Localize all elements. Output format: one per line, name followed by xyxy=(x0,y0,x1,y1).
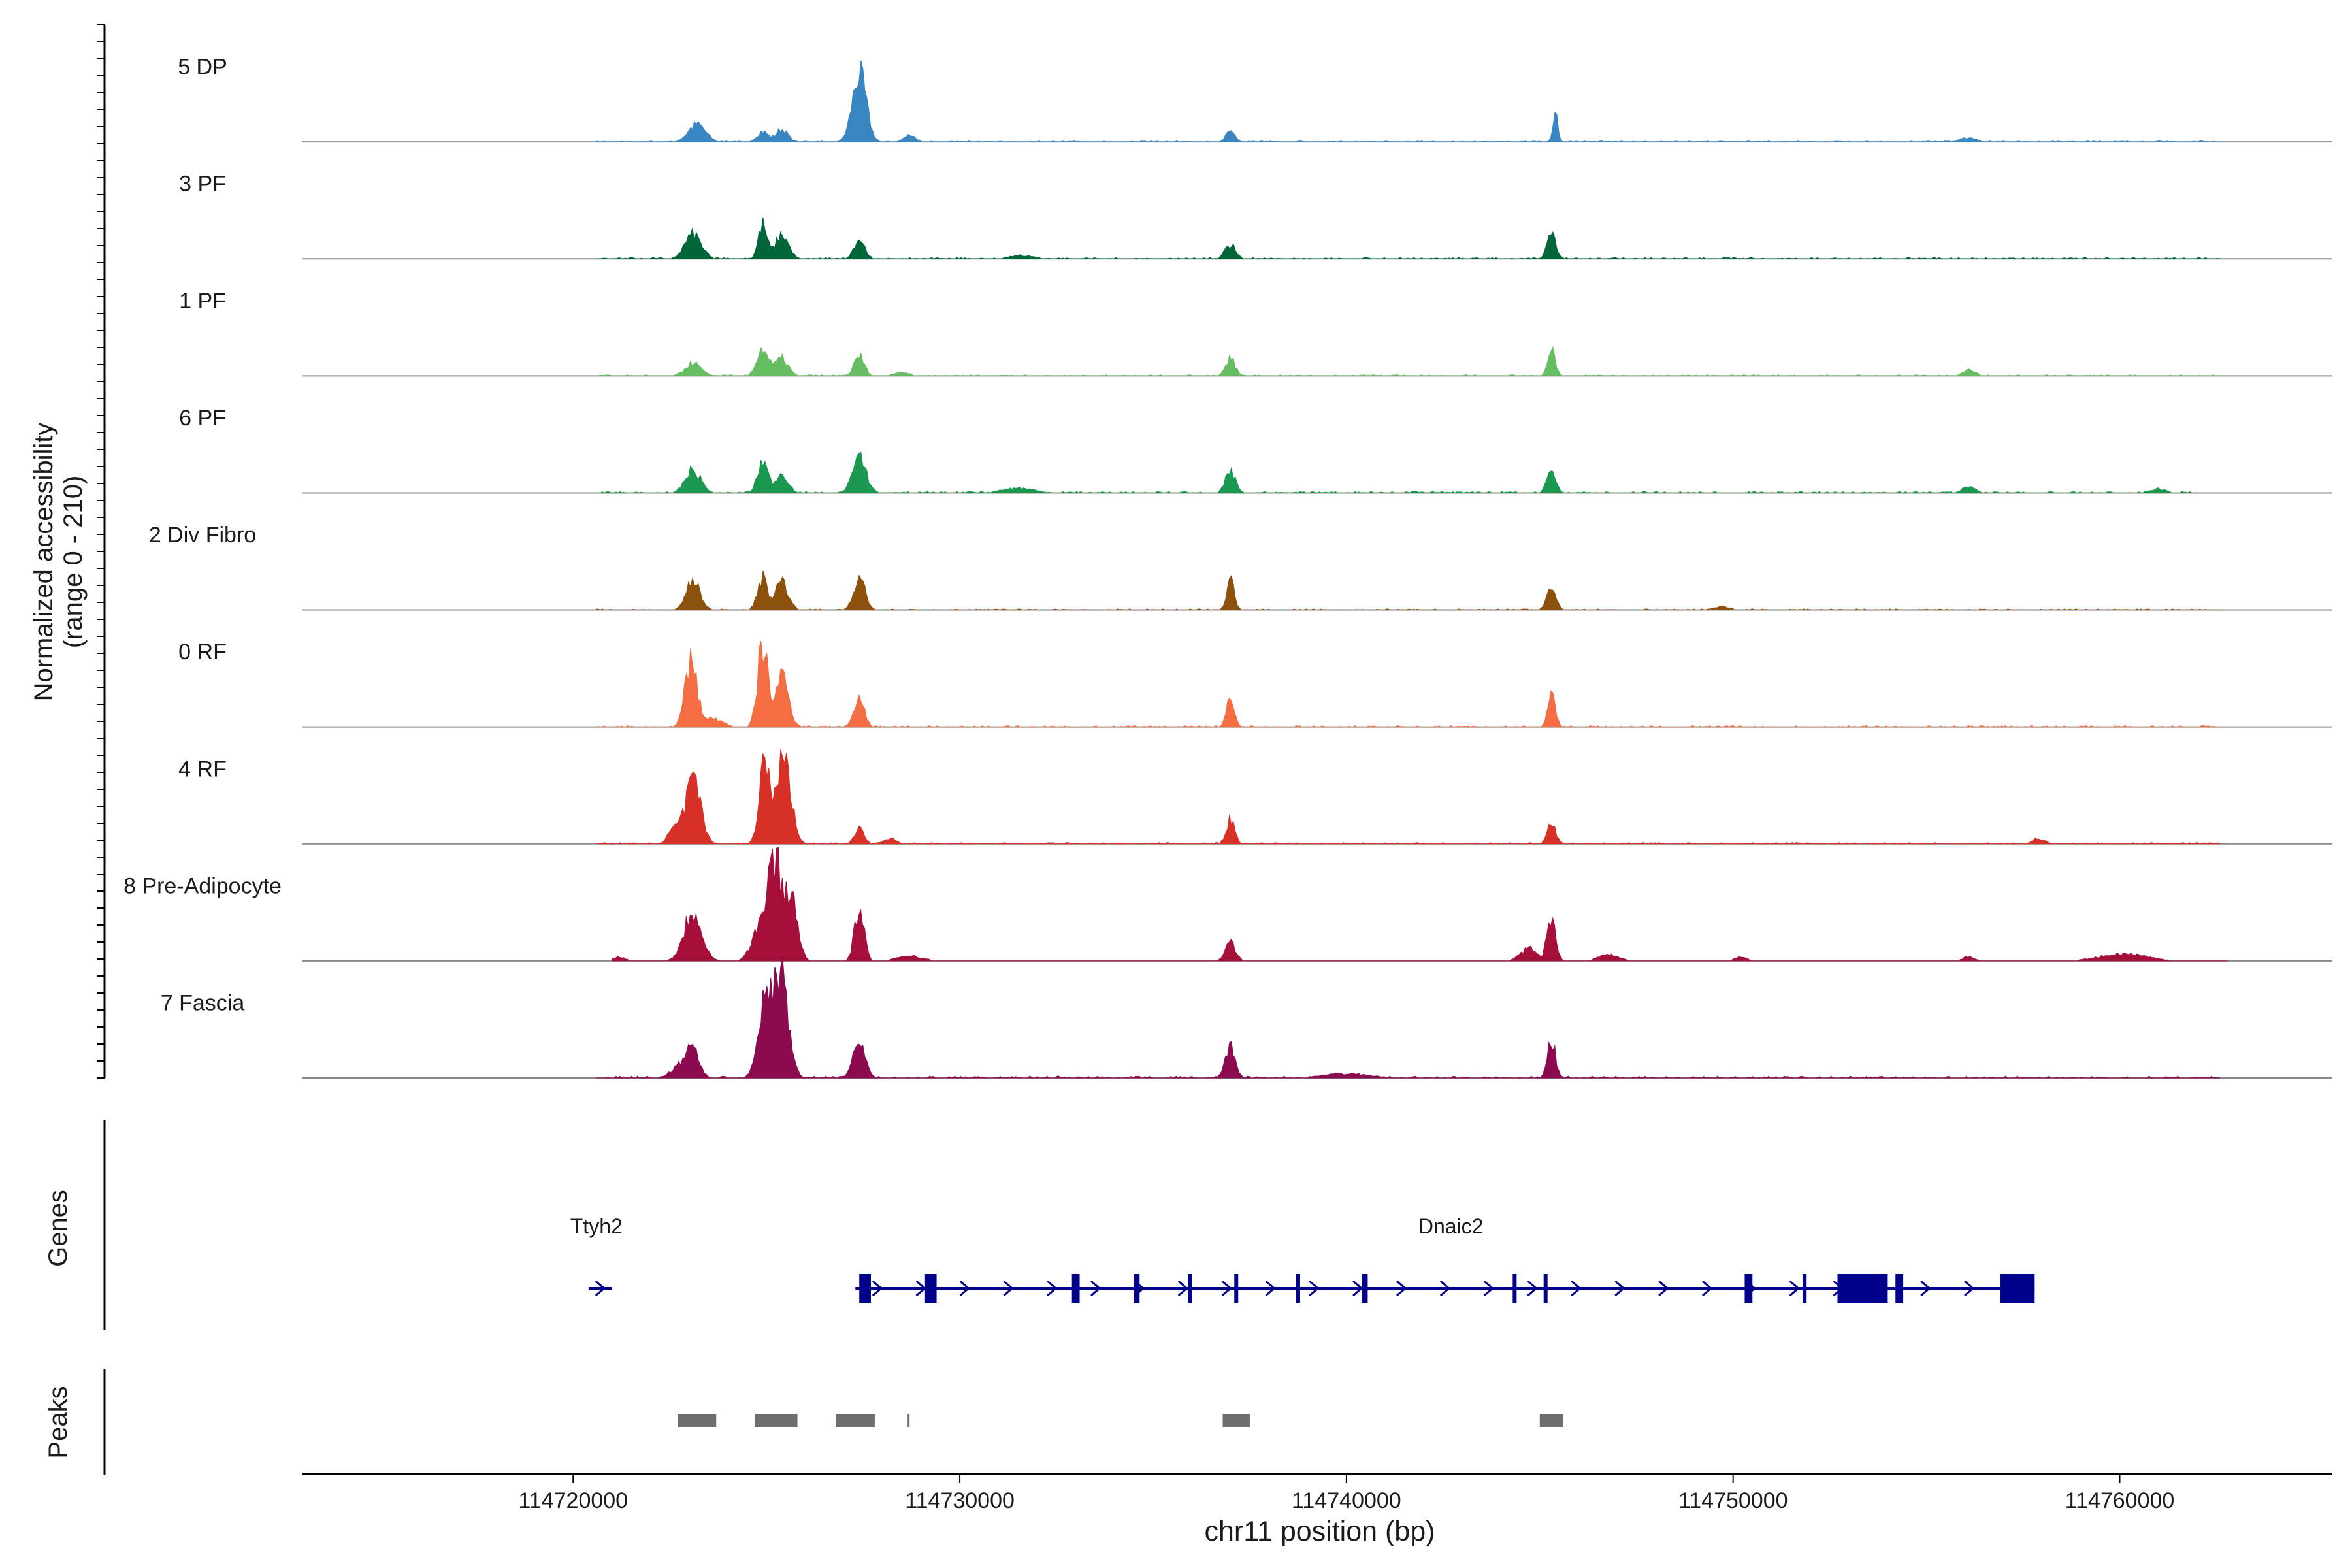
y-axis-range-label: (range 0 - 210) xyxy=(59,476,88,649)
strand-arrow xyxy=(1964,1280,1975,1297)
y-axis-label: Normalized accessibility xyxy=(29,423,58,702)
strand-arrow xyxy=(1047,1280,1058,1297)
x-tick-label: 114750000 xyxy=(1678,1488,1788,1513)
track-label: 6 PF xyxy=(179,406,226,431)
strand-arrow xyxy=(1309,1280,1320,1297)
exon xyxy=(1296,1274,1300,1303)
x-tick-label: 114720000 xyxy=(518,1488,628,1513)
strand-arrow xyxy=(915,1280,926,1297)
genes-track-label: Genes xyxy=(44,1190,73,1267)
exon xyxy=(1188,1274,1192,1303)
strand-arrow xyxy=(959,1280,970,1297)
peak-region xyxy=(1222,1414,1250,1427)
coverage-area xyxy=(596,60,2221,142)
strand-arrow xyxy=(1789,1280,1800,1297)
strand-arrow xyxy=(1265,1280,1276,1297)
strand-arrow xyxy=(1352,1280,1364,1297)
exon xyxy=(1071,1274,1080,1303)
strand-arrow xyxy=(595,1280,606,1297)
track-label: 8 Pre-Adipocyte xyxy=(123,874,282,898)
track-label: 4 RF xyxy=(178,757,227,781)
exon xyxy=(859,1274,871,1303)
peak-region xyxy=(836,1414,875,1427)
strand-arrow xyxy=(1483,1280,1494,1297)
coverage-area xyxy=(596,749,2221,845)
peak-region xyxy=(1539,1414,1563,1427)
exon xyxy=(1234,1274,1239,1303)
track-label: 0 RF xyxy=(178,640,227,664)
coverage-area xyxy=(596,218,2221,259)
coverage-area xyxy=(596,451,2197,494)
exon xyxy=(1837,1274,1888,1303)
track-5-dp: 5 DP xyxy=(178,55,2332,143)
strand-arrow xyxy=(1658,1280,1669,1297)
track-3-pf: 3 PF xyxy=(179,172,2332,260)
coverage-tracks: 5 DP 3 PF 1 PF 6 PF 2 Div Fibro 0 RF 4 RF 8 Pre… xyxy=(123,55,2332,1079)
exon xyxy=(1895,1274,1904,1303)
x-tick-label: 114760000 xyxy=(2065,1488,2175,1513)
strand-arrow xyxy=(1527,1280,1538,1297)
coverage-area xyxy=(596,346,2221,376)
x-tick-label: 114730000 xyxy=(905,1488,1015,1513)
track-2-div-fibro: 2 Div Fibro xyxy=(149,523,2332,611)
x-tick-label: 114740000 xyxy=(1292,1488,1401,1513)
x-axis: 114720000 114730000 114740000 114750000 1147… xyxy=(302,1473,2332,1513)
peaks-panel xyxy=(103,1369,1563,1475)
strand-arrow xyxy=(1090,1280,1102,1297)
strand-arrow xyxy=(1221,1280,1232,1297)
peak-region xyxy=(907,1414,910,1427)
track-label: 3 PF xyxy=(179,172,226,197)
exon xyxy=(2000,1274,2035,1303)
exon xyxy=(1803,1274,1807,1303)
x-axis-label: chr11 position (bp) xyxy=(1205,1516,1435,1547)
track-label: 5 DP xyxy=(178,55,227,80)
strand-arrow xyxy=(872,1280,883,1297)
exon xyxy=(1543,1274,1548,1303)
exon xyxy=(1744,1274,1753,1303)
coverage-area xyxy=(596,641,2221,728)
strand-arrow xyxy=(1439,1280,1451,1297)
coverage-area xyxy=(611,847,2229,962)
coverage-area xyxy=(596,570,2221,611)
strand-arrow xyxy=(1177,1280,1189,1297)
coverage-area xyxy=(596,956,2221,1079)
track-6-pf: 6 PF xyxy=(179,406,2332,494)
track-label: 1 PF xyxy=(179,289,226,314)
peak-region xyxy=(755,1414,798,1427)
exon xyxy=(1512,1274,1517,1303)
strand-arrow xyxy=(1571,1280,1582,1297)
gene-label: Dnaic2 xyxy=(1418,1215,1484,1238)
exon xyxy=(1134,1274,1140,1303)
peaks-track-label: Peaks xyxy=(44,1386,73,1458)
gene-dnaic2: Dnaic2 xyxy=(855,1215,2035,1303)
strand-arrow xyxy=(1003,1280,1014,1297)
accessibility-axis xyxy=(97,24,106,1079)
strand-arrow xyxy=(1396,1280,1407,1297)
track-label: 7 Fascia xyxy=(161,990,245,1015)
genes-panel: Ttyh2 Dnaic2 xyxy=(103,1120,2035,1330)
exon xyxy=(1362,1274,1368,1303)
strand-arrow xyxy=(1614,1280,1625,1297)
strand-arrow xyxy=(1701,1280,1713,1297)
exon xyxy=(924,1274,937,1303)
gene-ttyh2: Ttyh2 xyxy=(570,1215,623,1297)
gene-label: Ttyh2 xyxy=(570,1215,623,1238)
peak-region xyxy=(678,1414,717,1427)
track-4-rf: 4 RF xyxy=(178,749,2332,845)
track-7-fascia: 7 Fascia xyxy=(161,956,2332,1079)
track-0-rf: 0 RF xyxy=(178,640,2332,728)
track-1-pf: 1 PF xyxy=(179,289,2332,377)
track-8-pre-adipocyte: 8 Pre-Adipocyte xyxy=(123,847,2332,962)
strand-arrow xyxy=(1920,1280,1931,1297)
track-label: 2 Div Fibro xyxy=(149,523,256,547)
